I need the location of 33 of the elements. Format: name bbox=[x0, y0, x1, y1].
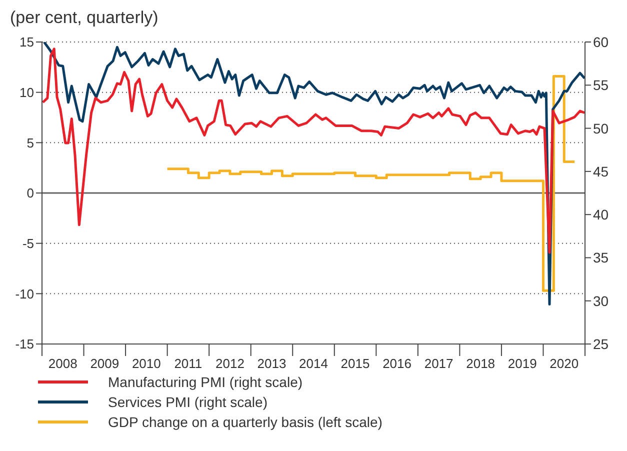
x-tick-label: 2009 bbox=[90, 356, 120, 371]
y2-tick-label: 25 bbox=[593, 336, 609, 352]
y-tick-label: 0 bbox=[26, 186, 34, 201]
x-tick-label: 2015 bbox=[340, 356, 370, 371]
y2-tick-label: 50 bbox=[593, 120, 609, 136]
y-axis-title: (per cent, quarterly) bbox=[10, 8, 160, 29]
y2-tick-label: 30 bbox=[593, 292, 609, 309]
x-tick-label: 2012 bbox=[216, 356, 244, 371]
y-tick-label: -15 bbox=[15, 336, 34, 352]
y2-tick-label: 40 bbox=[593, 206, 609, 223]
legend-label: Services PMI (right scale) bbox=[108, 394, 268, 410]
y2-tick-label: 45 bbox=[593, 163, 609, 180]
y2-tick-label: 35 bbox=[593, 250, 609, 266]
x-tick-label: 2020 bbox=[550, 356, 579, 371]
y-tick-label: 15 bbox=[20, 34, 34, 50]
legend-label: Manufacturing PMI (right scale) bbox=[108, 374, 303, 390]
y-tick-label: -5 bbox=[22, 236, 34, 251]
line-series bbox=[42, 48, 585, 254]
y2-tick-label: 60 bbox=[593, 34, 609, 50]
y-tick-label: -10 bbox=[15, 286, 34, 302]
y2-tick-label: 55 bbox=[593, 77, 609, 94]
x-tick-label: 2010 bbox=[132, 356, 161, 371]
x-tick-label: 2018 bbox=[466, 356, 496, 371]
y-tick-label: 5 bbox=[26, 135, 34, 150]
x-tick-label: 2013 bbox=[257, 356, 286, 371]
x-tick-label: 2016 bbox=[382, 356, 412, 371]
x-tick-label: 2019 bbox=[508, 356, 537, 371]
x-tick-label: 2011 bbox=[174, 356, 202, 371]
y-tick-label: 10 bbox=[20, 84, 34, 100]
legend-label: GDP change on a quarterly basis (left scale) bbox=[108, 414, 382, 430]
x-tick-label: 2008 bbox=[48, 356, 78, 371]
x-tick-label: 2014 bbox=[299, 356, 328, 371]
x-tick-label: 2017 bbox=[424, 356, 454, 371]
